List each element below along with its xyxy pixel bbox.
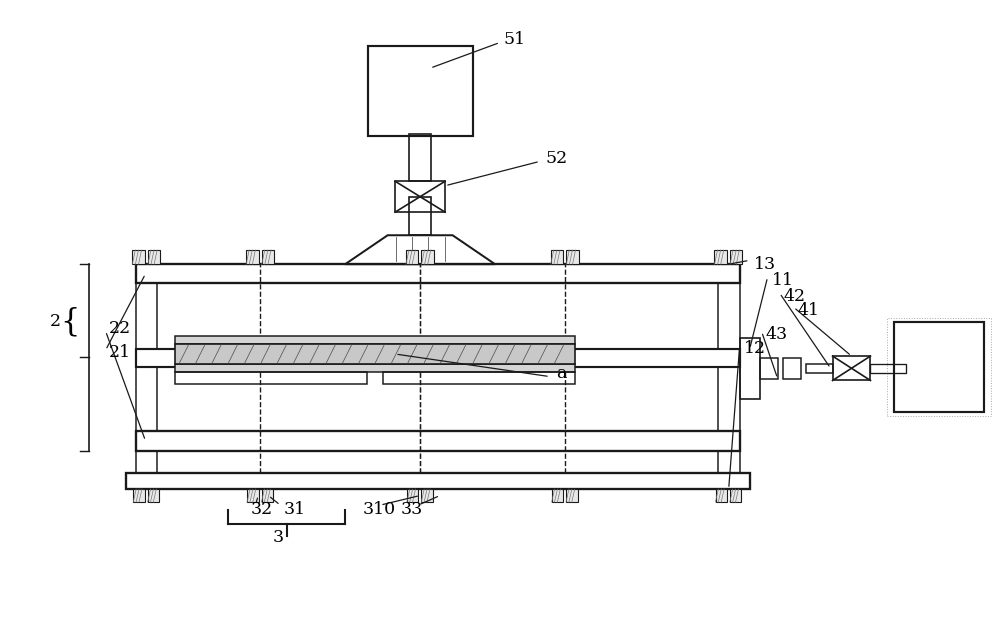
Bar xyxy=(136,451,157,473)
Bar xyxy=(132,250,145,264)
Bar xyxy=(407,489,418,502)
Bar xyxy=(894,322,984,412)
Bar xyxy=(406,250,418,264)
Text: 42: 42 xyxy=(784,288,806,305)
Bar xyxy=(740,337,760,399)
Bar xyxy=(552,489,563,502)
Text: 3: 3 xyxy=(273,529,284,545)
Bar xyxy=(175,336,575,344)
Bar xyxy=(133,489,145,502)
Bar xyxy=(730,489,741,502)
Bar xyxy=(136,367,157,431)
Bar xyxy=(368,46,473,136)
Bar xyxy=(714,250,727,264)
Bar xyxy=(148,250,160,264)
Text: 31: 31 xyxy=(283,501,305,518)
Bar xyxy=(718,451,740,473)
Text: {: { xyxy=(60,307,79,337)
Bar xyxy=(126,473,750,489)
Text: 21: 21 xyxy=(109,345,131,361)
Bar xyxy=(409,135,431,180)
Text: 52: 52 xyxy=(546,149,568,167)
Text: a: a xyxy=(556,365,566,382)
Text: 13: 13 xyxy=(754,256,776,272)
Text: 43: 43 xyxy=(766,327,788,343)
Bar xyxy=(175,365,575,372)
Bar xyxy=(136,283,157,349)
Bar xyxy=(246,250,259,264)
Bar xyxy=(783,358,801,379)
Text: 2: 2 xyxy=(50,314,61,330)
Text: 11: 11 xyxy=(772,272,794,289)
Bar xyxy=(136,431,740,451)
Bar xyxy=(395,181,445,212)
Bar xyxy=(262,250,274,264)
Bar xyxy=(409,196,431,235)
Bar xyxy=(716,489,727,502)
Bar xyxy=(833,356,870,381)
Bar xyxy=(806,364,833,373)
Bar xyxy=(718,367,740,431)
Bar xyxy=(175,344,575,365)
Bar xyxy=(887,317,991,417)
Bar xyxy=(718,283,740,349)
Bar xyxy=(136,349,740,367)
Bar xyxy=(136,264,740,283)
Bar xyxy=(421,250,434,264)
Bar xyxy=(566,250,579,264)
Bar xyxy=(175,372,367,384)
Text: 51: 51 xyxy=(504,31,526,48)
Text: 22: 22 xyxy=(109,320,131,337)
Bar xyxy=(247,489,259,502)
Bar xyxy=(760,358,778,379)
Bar xyxy=(551,250,563,264)
Bar xyxy=(870,364,906,373)
Bar xyxy=(566,489,578,502)
Bar xyxy=(148,489,159,502)
Bar xyxy=(421,489,433,502)
Text: 12: 12 xyxy=(744,341,766,357)
Bar xyxy=(383,372,575,384)
Bar xyxy=(262,489,273,502)
Text: 310: 310 xyxy=(362,501,395,518)
Text: 32: 32 xyxy=(250,501,273,518)
Text: 41: 41 xyxy=(798,302,820,319)
Bar xyxy=(730,250,742,264)
Text: 33: 33 xyxy=(400,501,422,518)
